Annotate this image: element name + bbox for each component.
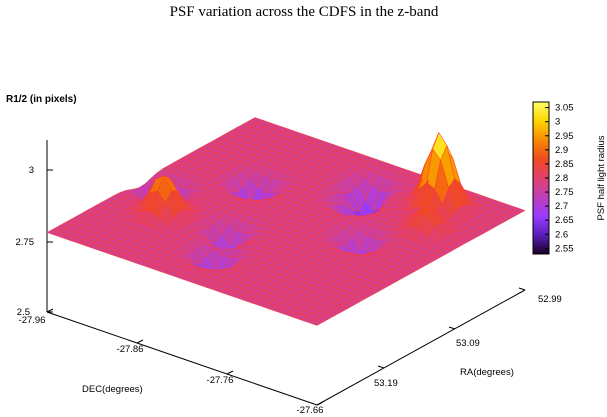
dec-tick-label: -27.96 (19, 315, 46, 326)
dec-tick-label: -27.66 (297, 405, 324, 416)
dec-axis-label: DEC(degrees) (82, 384, 143, 395)
colorbar-tick-label: 3.05 (555, 103, 574, 114)
colorbar-tick-label: 2.85 (555, 159, 574, 170)
z-tick-label: 2.5 (17, 307, 30, 318)
ra-axis: 52.99 53.09 53.19 RA(degrees) (316, 287, 562, 406)
colorbar-tick-label: 2.75 (555, 187, 574, 198)
colorbar-tick-label: 2.9 (555, 145, 568, 156)
ra-tick-label: 53.19 (374, 378, 398, 389)
colorbar-tick-label: 3 (555, 117, 560, 128)
z-axis: 3 2.75 2.5 (16, 140, 53, 318)
z-axis-label: R1/2 (in pixels) (6, 94, 77, 105)
ra-tick-label: 52.99 (538, 294, 562, 305)
z-tick-label: 2.75 (16, 237, 35, 248)
ra-tick-label: 53.09 (456, 338, 480, 349)
colorbar-tick-label: 2.7 (555, 201, 568, 212)
colorbar-tick-label: 2.65 (555, 215, 574, 226)
surface-cell (46, 228, 62, 236)
colorbar-tick-label: 2.6 (555, 229, 568, 240)
dec-tick-label: -27.86 (117, 344, 144, 355)
chart-title: PSF variation across the CDFS in the z-b… (170, 4, 439, 20)
psf-surface (46, 117, 526, 326)
colorbar-label: PSF half light radius (596, 135, 607, 220)
ra-axis-label: RA(degrees) (460, 367, 514, 378)
colorbar-tick-label: 2.8 (555, 173, 568, 184)
dec-axis: -27.96 -27.86 -27.76 -27.66 DEC(degrees) (19, 308, 324, 416)
dec-tick-label: -27.76 (207, 375, 234, 386)
colorbar-tick-label: 2.55 (555, 243, 574, 254)
colorbar-tick-label: 2.95 (555, 131, 574, 142)
colorbar: 3.05 3 2.95 2.9 2.85 2.8 2.75 2.7 2.65 2.6 2.55 PS… (532, 101, 607, 255)
z-tick-label: 3 (29, 165, 34, 176)
